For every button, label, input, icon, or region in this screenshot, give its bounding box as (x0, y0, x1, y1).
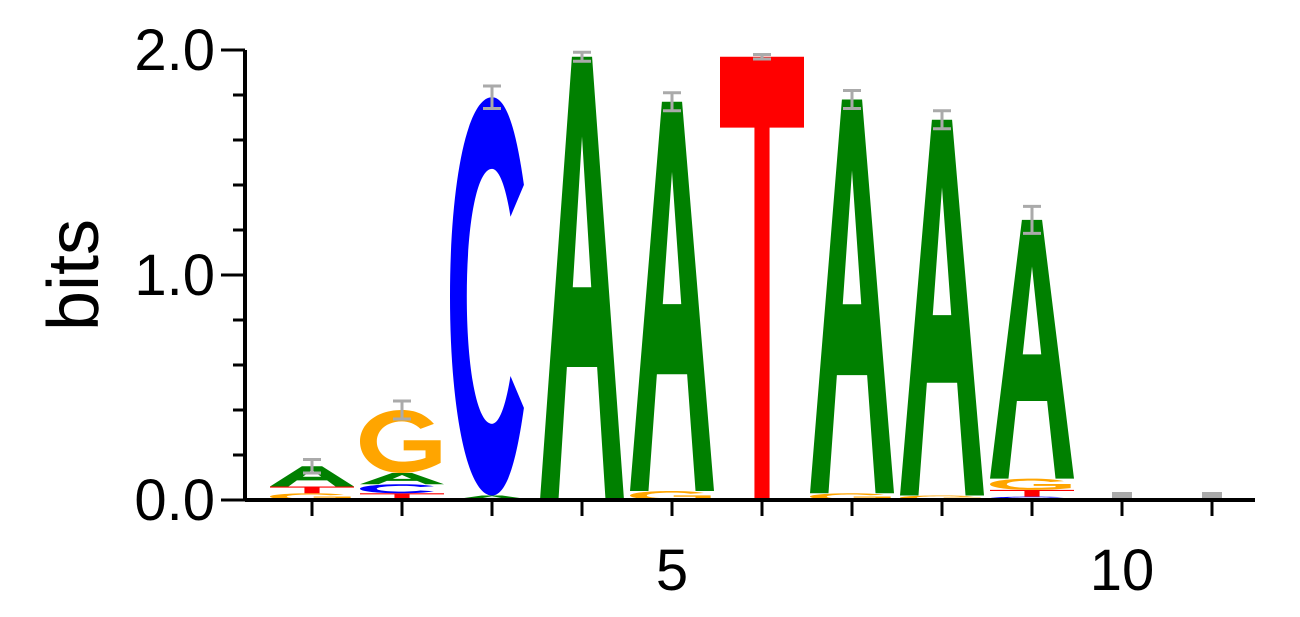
letter-A-pos-7 (810, 99, 894, 494)
x-ticks: 5 10 (310, 500, 1214, 603)
y-tick-label: 1.0 (134, 243, 215, 308)
error-bar-pos-9 (1023, 204, 1041, 235)
error-bar-pos-5 (663, 91, 681, 113)
y-tick-label: 0.0 (134, 468, 215, 533)
y-ticks: 0.0 1.0 2.0 (134, 18, 245, 533)
error-bar-pos-8 (933, 109, 951, 131)
error-bar-pos-2 (393, 399, 411, 421)
letter-T-pos-1 (270, 486, 354, 494)
y-tick-label: 2.0 (134, 18, 215, 83)
y-axis-title: bits (34, 219, 114, 331)
letters-layer (270, 56, 1074, 500)
error-bars-layer (303, 50, 1222, 500)
error-bar-pos-10 (1112, 492, 1132, 500)
letter-T-pos-2 (360, 493, 444, 500)
error-bar-pos-1 (303, 458, 321, 475)
x-tick-label: 5 (656, 538, 688, 603)
letter-C-pos-2 (360, 484, 434, 494)
letter-A-pos-4 (540, 56, 624, 500)
error-bar-pos-4 (573, 50, 591, 63)
letter-G-pos-2 (360, 410, 441, 473)
x-tick-label: 10 (1090, 538, 1155, 603)
error-bar-pos-11 (1202, 492, 1222, 500)
error-bar-pos-3 (483, 84, 501, 110)
error-bar-pos-7 (843, 89, 861, 110)
letter-T-pos-9 (990, 489, 1074, 497)
error-bar-pos-6 (753, 53, 771, 61)
letter-T-pos-6 (720, 56, 804, 500)
letter-G-pos-9 (990, 478, 1071, 490)
letter-G-pos-5 (630, 491, 711, 500)
letter-A-pos-5 (630, 101, 714, 491)
letter-A-pos-8 (900, 119, 984, 496)
letter-A-pos-2 (360, 473, 444, 485)
letter-A-pos-9 (990, 219, 1074, 479)
letter-C-pos-3 (450, 97, 524, 496)
letter-A-pos-1 (270, 466, 354, 487)
